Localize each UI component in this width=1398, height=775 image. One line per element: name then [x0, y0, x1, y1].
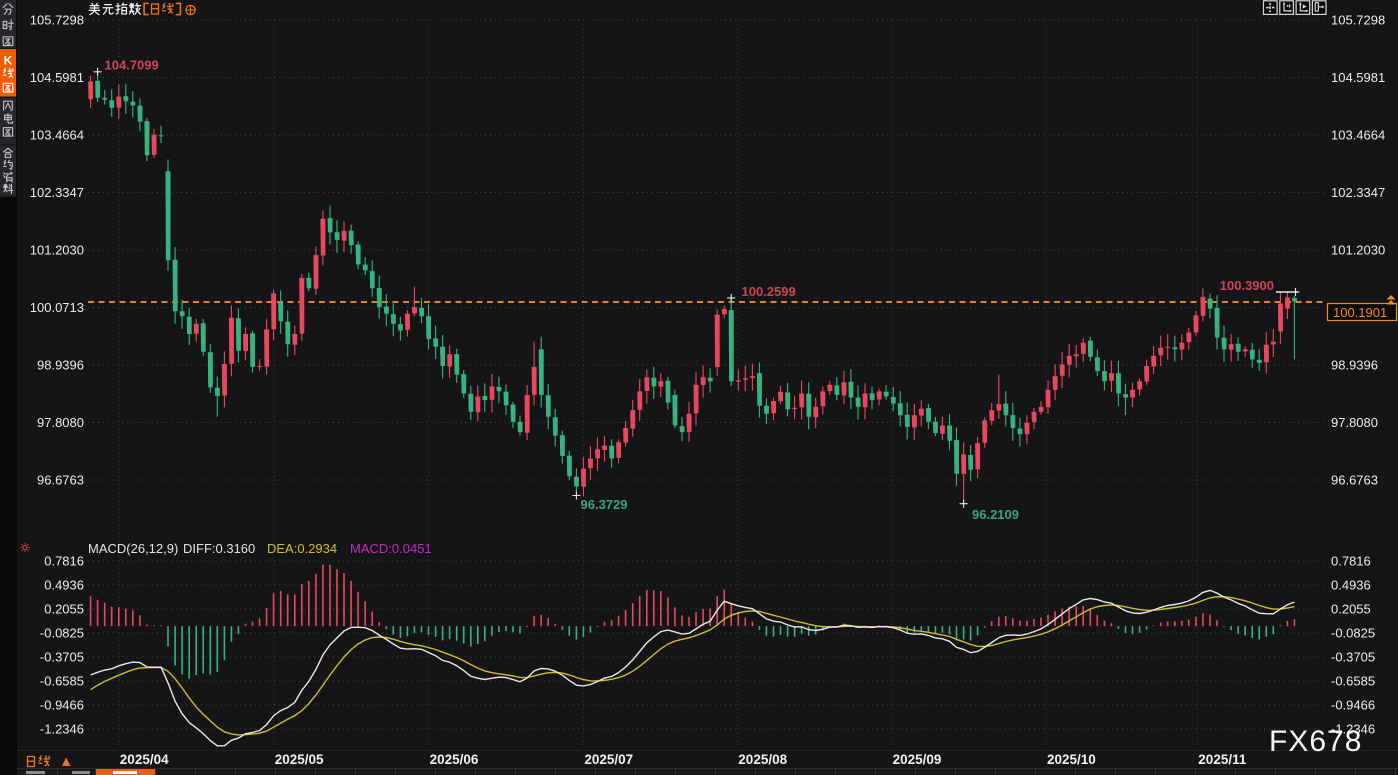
svg-text:0.7816: 0.7816: [1331, 554, 1371, 569]
svg-text:105.7298: 105.7298: [1331, 13, 1385, 28]
svg-text:105.7298: 105.7298: [30, 13, 84, 28]
svg-text:-1.2346: -1.2346: [40, 722, 84, 737]
svg-text:0.2055: 0.2055: [1331, 602, 1371, 617]
svg-text:-0.3705: -0.3705: [1331, 650, 1375, 665]
svg-text:96.3729: 96.3729: [581, 497, 628, 512]
svg-text:MACD:0.0451: MACD:0.0451: [350, 541, 432, 556]
svg-text:-0.0825: -0.0825: [40, 626, 84, 641]
svg-text:97.8080: 97.8080: [1331, 415, 1378, 430]
svg-text:104.7099: 104.7099: [105, 58, 159, 73]
svg-text:98.9396: 98.9396: [1331, 358, 1378, 373]
svg-text:0.7816: 0.7816: [44, 554, 84, 569]
svg-text:-0.9466: -0.9466: [40, 698, 84, 713]
svg-text:104.5981: 104.5981: [30, 70, 84, 85]
svg-text:-0.9466: -0.9466: [1331, 698, 1375, 713]
svg-text:103.4664: 103.4664: [30, 128, 84, 143]
svg-text:96.6763: 96.6763: [1331, 473, 1378, 488]
svg-text:96.6763: 96.6763: [37, 473, 84, 488]
svg-text:2025/09: 2025/09: [893, 752, 942, 767]
svg-text:104.5981: 104.5981: [1331, 70, 1385, 85]
svg-text:102.3347: 102.3347: [30, 185, 84, 200]
svg-text:101.2030: 101.2030: [1331, 243, 1385, 258]
svg-text:-0.6585: -0.6585: [1331, 674, 1375, 689]
svg-text:-1.2346: -1.2346: [1331, 722, 1375, 737]
svg-text:FX678: FX678: [1269, 725, 1362, 758]
svg-text:K: K: [4, 54, 13, 68]
svg-text:-0.3705: -0.3705: [40, 650, 84, 665]
svg-text:97.8080: 97.8080: [37, 415, 84, 430]
svg-text:2025/04: 2025/04: [120, 752, 169, 767]
svg-text:102.3347: 102.3347: [1331, 185, 1385, 200]
svg-text:2025/11: 2025/11: [1198, 752, 1247, 767]
svg-text:98.9396: 98.9396: [37, 358, 84, 373]
svg-text:100.2599: 100.2599: [742, 284, 796, 299]
svg-text:0.4936: 0.4936: [1331, 578, 1371, 593]
svg-text:2025/10: 2025/10: [1047, 752, 1096, 767]
svg-text:-0.0825: -0.0825: [1331, 626, 1375, 641]
svg-text:0.4936: 0.4936: [44, 578, 84, 593]
svg-text:100.1901: 100.1901: [1333, 305, 1387, 320]
svg-text:0.2055: 0.2055: [44, 602, 84, 617]
svg-text:-0.6585: -0.6585: [40, 674, 84, 689]
svg-text:2025/08: 2025/08: [738, 752, 787, 767]
svg-text:96.2109: 96.2109: [972, 507, 1019, 522]
svg-text:DEA:0.2934: DEA:0.2934: [267, 541, 337, 556]
svg-text:2025/06: 2025/06: [430, 752, 479, 767]
svg-text:101.2030: 101.2030: [30, 243, 84, 258]
svg-text:100.3900: 100.3900: [1220, 278, 1274, 293]
svg-text:MACD(26,12,9): MACD(26,12,9): [88, 541, 178, 556]
svg-text:100.0713: 100.0713: [30, 300, 84, 315]
svg-text:2025/07: 2025/07: [584, 752, 633, 767]
svg-text:103.4664: 103.4664: [1331, 128, 1385, 143]
svg-text:DIFF:0.3160: DIFF:0.3160: [183, 541, 255, 556]
svg-text:2025/05: 2025/05: [275, 752, 324, 767]
